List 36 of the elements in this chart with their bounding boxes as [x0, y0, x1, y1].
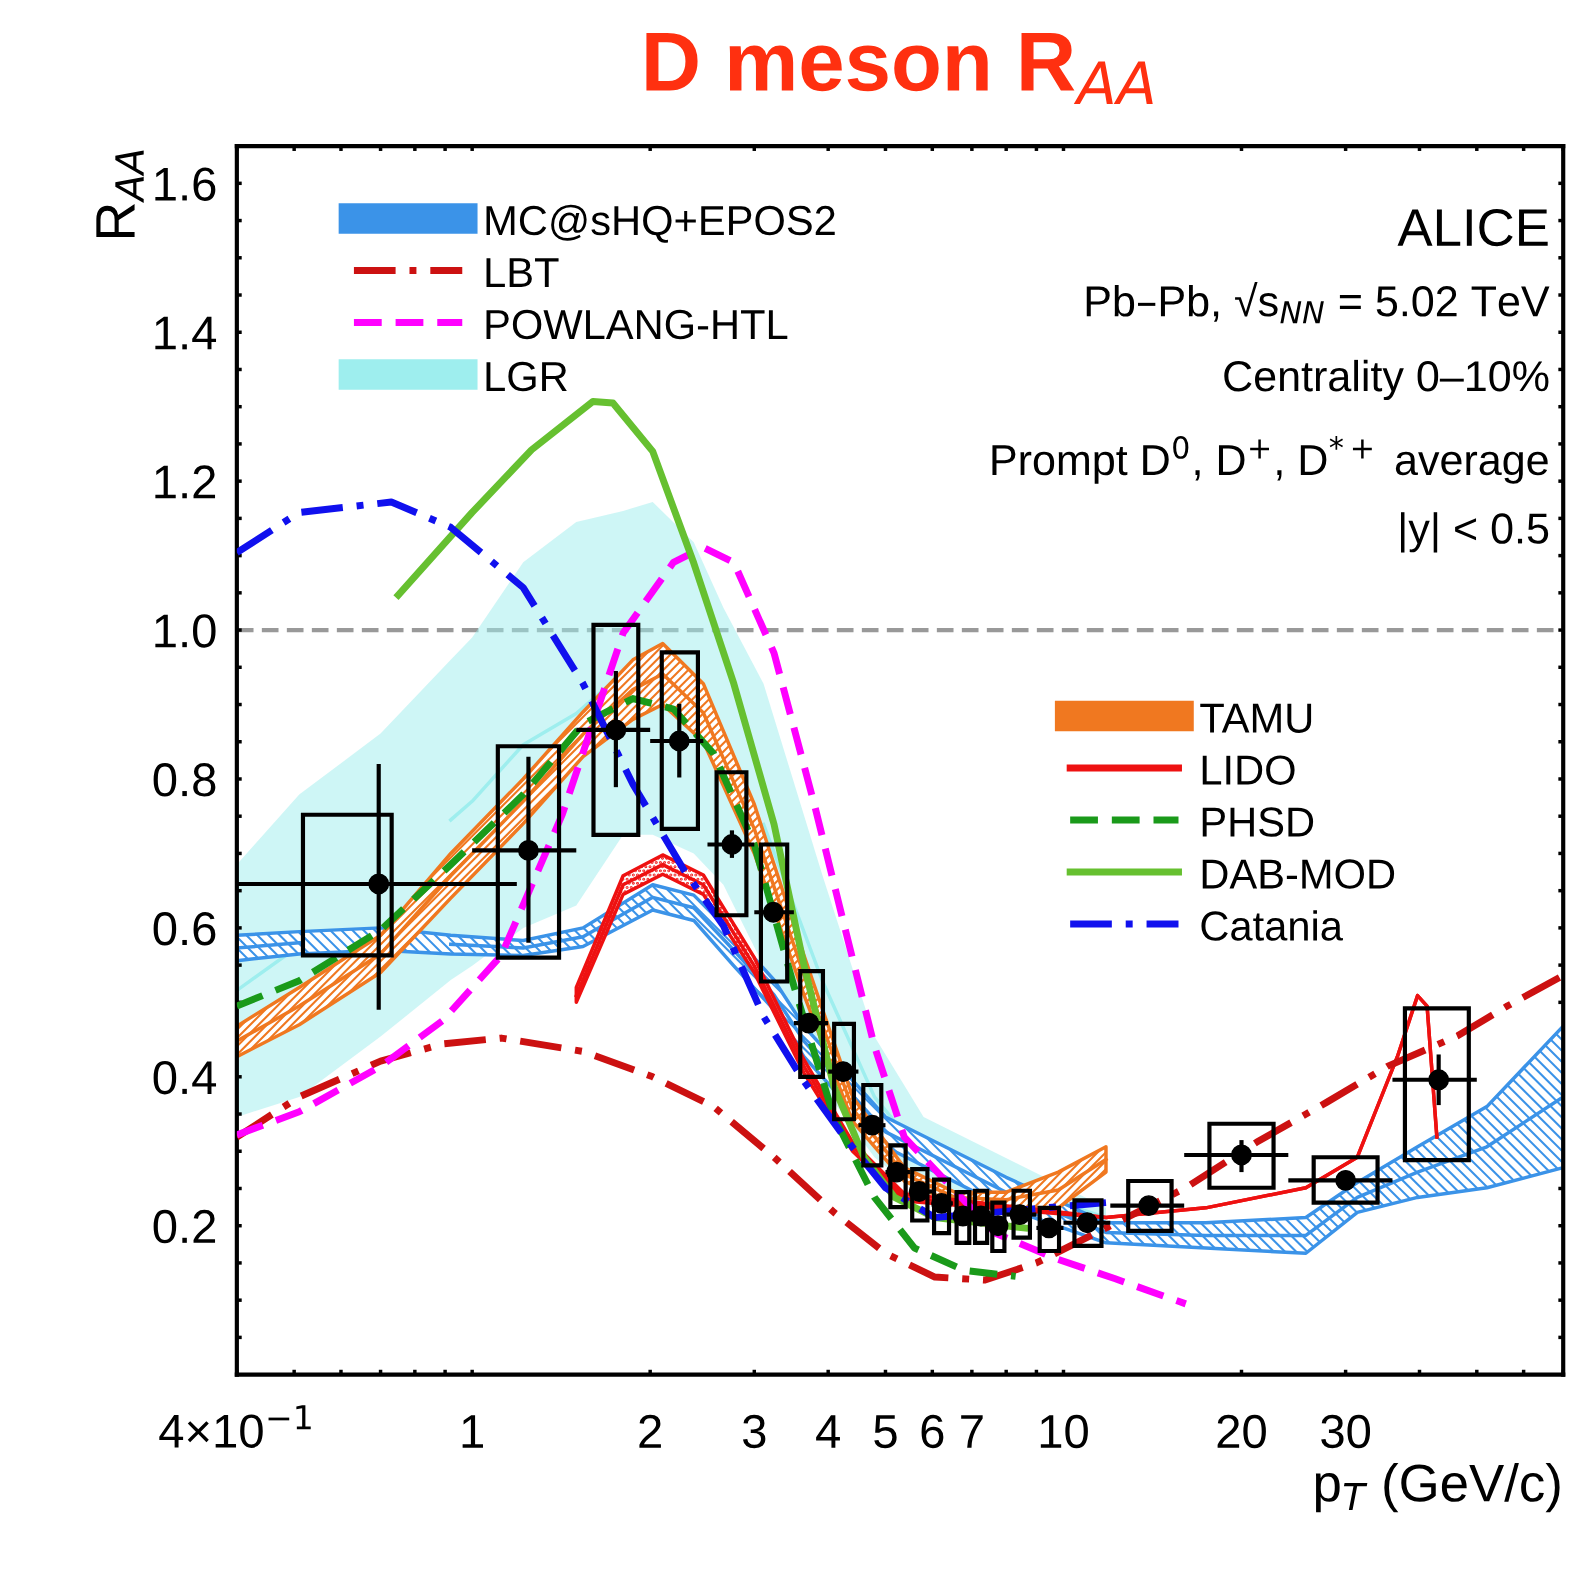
y-axis-title: R$_{AA}$ [96, 150, 144, 238]
x-tick-label: 6 [921, 1414, 944, 1449]
x-tick-label: 5 [874, 1415, 897, 1449]
legend-label: PHSD [1202, 807, 1314, 837]
y-tick-label: 0.6 [153, 912, 216, 946]
y-tick-label: 0.4 [153, 1060, 217, 1095]
legend-label: LBT [486, 258, 559, 287]
legend-label: POWLANG-HTL [486, 309, 788, 340]
x-tick-label: 4 [816, 1415, 840, 1448]
x-tick-label: 3 [742, 1414, 766, 1449]
x-tick-label: 4×10$^{−1}$ [159, 1405, 311, 1448]
x-tick-label: 2 [639, 1414, 661, 1448]
annotation: Pb–Pb, √s$_{NN}$ = 5.02 TeV [1086, 282, 1550, 324]
y-tick-label: 1.6 [155, 167, 216, 201]
y-tick-label: 1.4 [155, 316, 217, 350]
annotation: Prompt D$^{0}$, D$^{+}$, D$^{*+}$ average [992, 436, 1548, 484]
legend-label: DAB-MOD [1202, 859, 1395, 889]
legend-label: Catania [1201, 910, 1343, 941]
y-tick-label: 0.2 [153, 1209, 216, 1244]
legend-label: LIDO [1202, 755, 1295, 785]
annotation: ALICE [1397, 208, 1548, 247]
x-tick-label: 7 [961, 1415, 983, 1448]
annotation: |y| < 0.5 [1400, 512, 1549, 553]
x-tick-label: 10 [1040, 1414, 1088, 1449]
annotation: Centrality 0–10% [1224, 359, 1549, 400]
x-axis-title: p$_{T}$ (GeV/c) [1315, 1463, 1560, 1513]
y-tick-label: 0.8 [153, 763, 216, 797]
x-tick-label: 30 [1321, 1414, 1371, 1449]
y-tick-label: 1.2 [155, 465, 216, 499]
legend-label: LGR [486, 361, 567, 392]
x-tick-label: 1 [462, 1415, 483, 1448]
legend-label: TAMU [1200, 703, 1312, 733]
x-tick-label: 20 [1217, 1414, 1266, 1449]
chart-title: D meson R$_{AA}$ [646, 33, 1153, 105]
y-tick-label: 1.0 [155, 614, 216, 648]
legend-label: MC@sHQ+EPOS2 [486, 204, 835, 243]
